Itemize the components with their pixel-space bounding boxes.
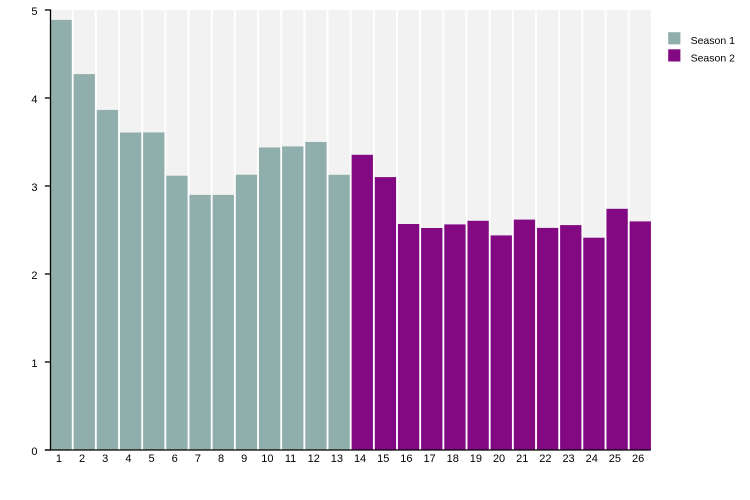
svg-text:5: 5 (149, 453, 155, 465)
svg-text:20: 20 (493, 453, 505, 465)
svg-text:2: 2 (79, 453, 85, 465)
svg-text:9: 9 (241, 453, 247, 465)
svg-text:2: 2 (31, 270, 37, 282)
svg-text:24: 24 (586, 453, 598, 465)
svg-text:3: 3 (31, 182, 37, 194)
svg-text:5: 5 (31, 6, 37, 18)
svg-text:Season 2: Season 2 (691, 52, 736, 64)
svg-text:15: 15 (377, 453, 389, 465)
svg-text:8: 8 (218, 453, 224, 465)
svg-text:12: 12 (308, 453, 320, 465)
svg-text:26: 26 (632, 453, 644, 465)
svg-text:0: 0 (31, 446, 37, 458)
svg-text:19: 19 (470, 453, 482, 465)
svg-text:21: 21 (516, 453, 528, 465)
svg-text:4: 4 (125, 453, 131, 465)
svg-text:1: 1 (56, 453, 62, 465)
svg-text:4: 4 (31, 94, 37, 106)
svg-text:10: 10 (261, 453, 273, 465)
svg-text:11: 11 (285, 453, 296, 465)
svg-text:23: 23 (562, 453, 574, 465)
svg-text:14: 14 (354, 453, 366, 465)
svg-text:17: 17 (423, 453, 435, 465)
svg-text:Season 1: Season 1 (691, 35, 736, 47)
svg-text:1: 1 (31, 358, 37, 370)
svg-text:22: 22 (539, 453, 551, 465)
svg-text:25: 25 (609, 453, 621, 465)
svg-text:13: 13 (331, 453, 343, 465)
svg-text:3: 3 (102, 453, 108, 465)
svg-text:7: 7 (195, 453, 201, 465)
svg-text:6: 6 (172, 453, 178, 465)
svg-text:18: 18 (447, 453, 459, 465)
svg-text:16: 16 (400, 453, 412, 465)
